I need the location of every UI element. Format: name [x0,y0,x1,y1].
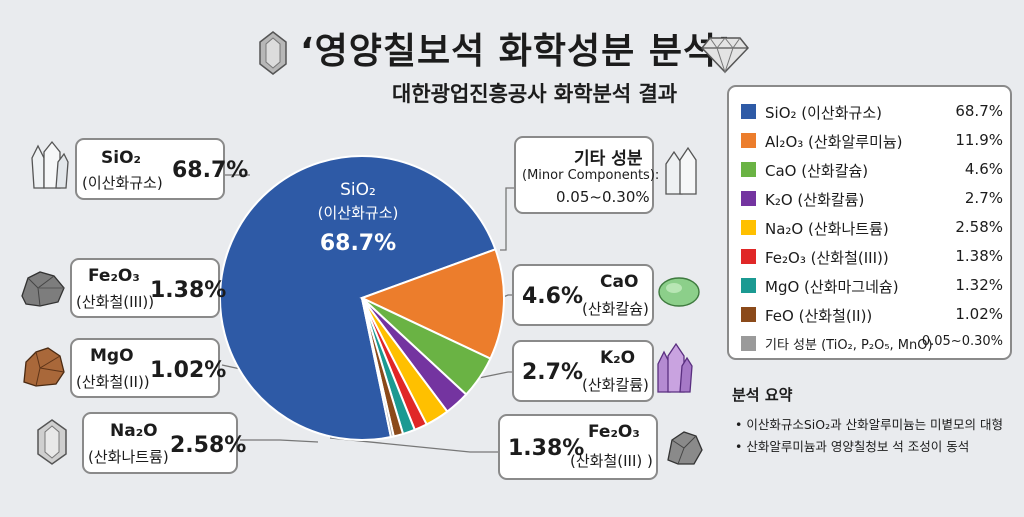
leader-line-na2o [240,439,319,443]
legend-swatch-al2o3 [741,133,756,148]
legend-label-minor: 기타 성분 (TiO₂, P₂O₅, MnO) [765,338,933,353]
legend-value-k2o: 2.7% [964,189,1003,207]
legend-swatch-mgo [741,278,756,293]
legend-value-al2o3: 11.9% [955,131,1003,149]
callout-k2o: 2.7% K₂O (산화칼륨) [512,340,654,402]
legend-value-mgo: 1.32% [955,276,1003,294]
legend-swatch-feo [741,307,756,322]
legend-item-k2o: K₂O (산화칼륨) 2.7% [741,186,1003,212]
legend-swatch-cao [741,162,756,177]
callout-sio2-formula: SiO₂ [101,148,141,168]
legend-item-mgo: MgO (산화마그네슘) 1.32% [741,273,1003,299]
legend-item-cao: CaO (산화칼슘) 4.6% [741,157,1003,183]
hex-crystal-icon [37,419,67,465]
callout-mgo: MgO (산화철(II)) 1.02% [70,338,226,398]
callout-na2o-pct: 2.58% [170,433,247,458]
legend-value-feo: 1.02% [955,305,1003,323]
summary-item-1: • 이산화규소SiO₂과 산화알루미늄는 미볕모의 대형 [735,417,1004,432]
callout-fe2o3-left-formula: Fe₂O₃ [88,266,140,286]
legend-label-al2o3: Al₂O₃ (산화알루미늄) [765,133,903,151]
callout-k2o-pct: 2.7% [522,360,584,385]
callout-minor: 기타 성분 (Minor Components): 0.05~0.30% [514,136,659,214]
callout-minor-sub: (Minor Components): [522,168,660,183]
callout-na2o-formula: Na₂O [110,421,158,441]
legend-label-feo: FeO (산화철(II)) [765,307,873,325]
legend-label-na2o: Na₂O (산화나트륨) [765,220,889,238]
callout-sio2: SiO₂ (이산화규소) 68.7% [75,138,248,200]
callout-cao-pct: 4.6% [522,284,584,309]
legend-value-fe2o3: 1.38% [955,247,1003,265]
summary-title: 분석 요약 [732,386,793,404]
legend-value-cao: 4.6% [964,160,1003,178]
hematite-rock-icon [21,271,65,307]
callout-cao-name: (산화칼슘) [582,300,649,318]
callout-minor-range: 0.05~0.30% [556,188,650,206]
page-title: ‘영양칠보석 화학성분 분석’ [300,31,732,72]
legend: SiO₂ (이산화규소) 68.7% Al₂O₃ (산화알루미늄) 11.9% … [727,85,1012,360]
legend-value-na2o: 2.58% [955,218,1003,236]
callout-mgo-name: (산화철(II)) [76,373,150,391]
legend-label-sio2: SiO₂ (이산화규소) [765,104,882,122]
legend-item-fe2o3: Fe₂O₃ (산화철(III)) 1.38% [741,244,1003,270]
callout-fe2o3-right-formula: Fe₂O₃ [588,422,640,442]
diamond-icon [701,37,749,74]
callout-cao: 4.6% CaO (산화칼슘) [512,264,654,326]
callout-fe2o3-left-name: (산화철(III)) [76,293,155,311]
legend-label-cao: CaO (산화칼슘) [765,162,869,180]
legend-label-fe2o3: Fe₂O₃ (산화철(III)) [765,249,889,267]
callout-na2o: Na₂O (산화나트륨) 2.58% [82,412,246,474]
pie-slice-sio2 [219,155,497,442]
pie-slices [219,155,505,442]
callout-sio2-pct: 68.7% [172,158,249,183]
summary-item-2: • 산화알루미늄과 영양칠청보 석 조성이 동석 [735,439,970,454]
legend-value-minor: 0.05~0.30% [921,334,1003,349]
callout-fe2o3-right-name: (산화철(III) ) [570,452,653,470]
legend-item-minor: 기타 성분 (TiO₂, P₂O₅, MnO) 0.05~0.30% [741,331,1003,357]
callout-na2o-name: (산화나트륨) [88,448,169,466]
hex-gem-icon [259,31,287,75]
callout-k2o-formula: K₂O [600,348,636,368]
legend-swatch-na2o [741,220,756,235]
pie-slice-minor [361,297,395,439]
amethyst-crystal-icon [657,342,693,393]
legend-item-al2o3: Al₂O₃ (산화알루미늄) 11.9% [741,128,1003,154]
callout-fe2o3-right-pct: 1.38% [508,436,585,461]
leader-line-minor [500,187,516,251]
legend-swatch-k2o [741,191,756,206]
callout-sio2-name: (이산화규소) [82,174,163,192]
legend-swatch-sio2 [741,104,756,119]
legend-label-k2o: K₂O (산화칼륨) [765,191,865,209]
legend-item-na2o: Na₂O (산화나트륨) 2.58% [741,215,1003,241]
legend-label-mgo: MgO (산화마그네슘) [765,278,899,296]
callout-fe2o3-left: Fe₂O₃ (산화철(III)) 1.38% [70,258,226,318]
pie-label-pct: 68.7% [320,231,396,256]
callout-k2o-name: (산화칼륨) [582,376,649,394]
callout-fe2o3-left-pct: 1.38% [150,278,227,303]
callout-fe2o3-right: 1.38% Fe₂O₃ (산화철(III) ) [498,414,658,480]
legend-item-sio2: SiO₂ (이산화규소) 68.7% [741,99,1003,125]
pie-label-formula: SiO₂ [340,180,376,200]
callout-cao-formula: CaO [600,272,639,292]
pie-label-name: (이산화규소) [318,204,399,222]
legend-item-feo: FeO (산화철(II)) 1.02% [741,302,1003,328]
legend-swatch-fe2o3 [741,249,756,264]
page-subtitle: 대한광업진흥공사 화학분석 결과 [392,82,678,106]
grey-rock-icon [667,431,703,465]
copper-ore-icon [23,347,65,387]
quartz-crystal-icon [31,140,69,189]
leader-line-fe2o3-right [329,437,500,453]
pie-slice-al2o3 [359,248,505,360]
callout-mgo-formula: MgO [90,346,134,366]
clear-crystal-icon [665,146,697,195]
legend-swatch-minor [741,336,756,351]
green-calcite-icon [658,277,700,307]
callout-minor-title: 기타 성분 [574,149,643,169]
callout-mgo-pct: 1.02% [150,358,227,383]
legend-value-sio2: 68.7% [955,102,1003,120]
